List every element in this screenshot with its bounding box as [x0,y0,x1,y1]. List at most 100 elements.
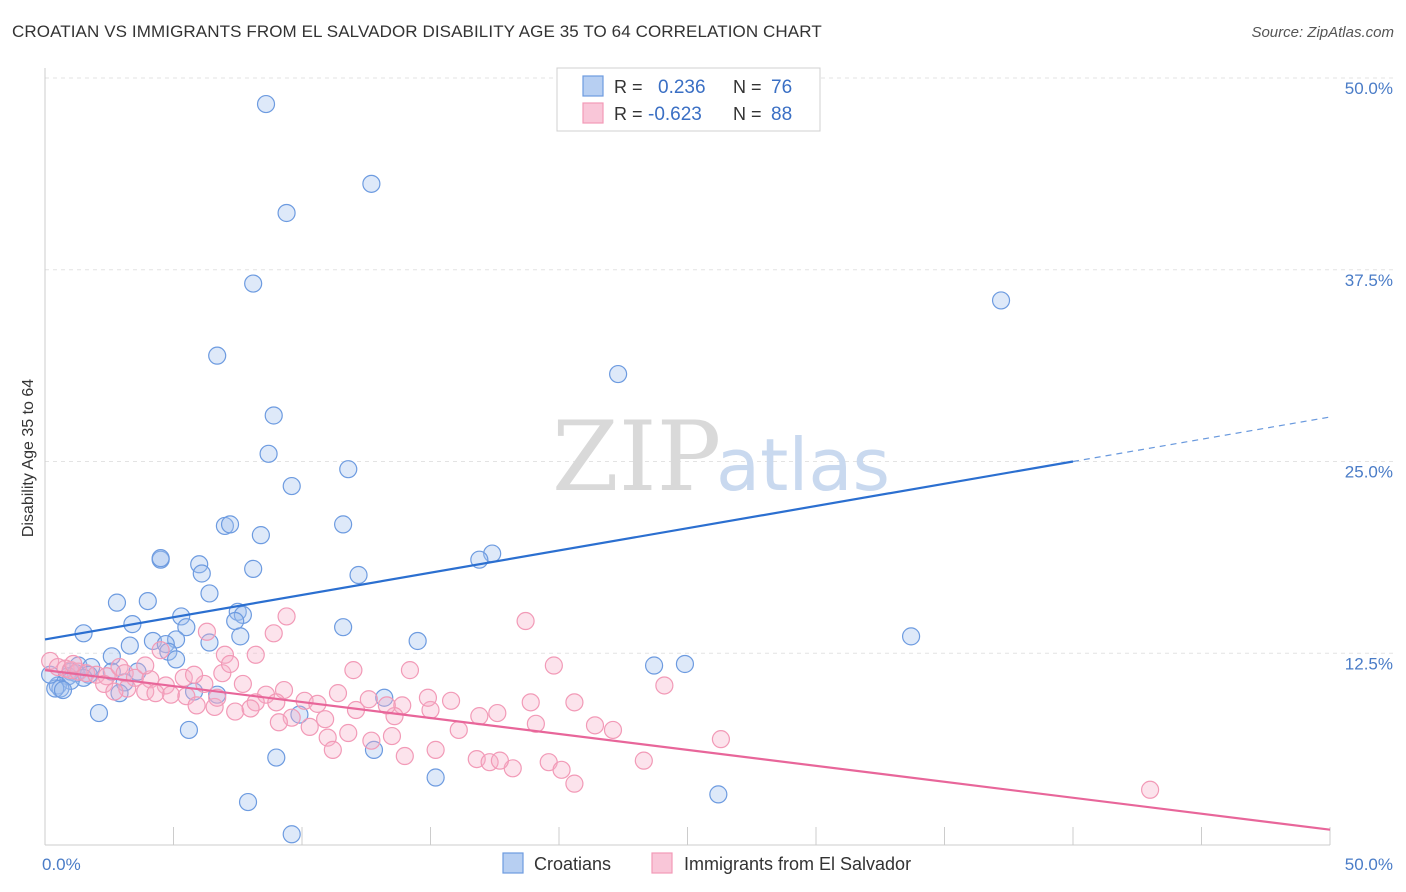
salvador-point-57 [277,607,296,626]
croatian-point-20 [244,559,263,578]
salvador-point-16 [213,664,232,683]
y-tick-label-2: 37.5% [1345,271,1393,290]
source-credit: Source: ZipAtlas.com [1251,24,1394,41]
salvador-point-60 [215,645,234,664]
trend-lines [44,416,1331,831]
salvador-trend-line [44,669,1331,831]
croatian-point-25 [138,591,157,611]
x-tick-label-1: 50.0% [1345,855,1393,874]
bottom-legend-swatch-croatians [502,852,524,874]
salvador-point-65 [400,661,420,680]
salvador-point-42 [362,731,381,750]
salvador-point-15 [195,674,214,694]
salvador-point-35 [226,702,245,721]
salvador-point-39 [300,717,319,736]
salvador-points [41,607,1160,799]
salvador-point-27 [488,703,507,723]
salvador-point-84 [490,751,509,770]
bottom-legend-croatians: Croatians [534,854,611,874]
legend-swatch-salvador [582,102,604,124]
y-tick-label-3: 50.0% [1345,79,1393,98]
y-tick-label-1: 25.0% [1345,463,1393,482]
croatians-points [41,94,1011,844]
legend-r-label-croatians: R = [614,77,643,97]
croatian-point-72 [709,785,728,804]
croatian-point-38 [200,633,219,652]
legend-r-label-salvador: R = [614,104,643,124]
croatian-point-31 [177,618,196,637]
y-axis-label: Disability Age 35 to 64 [20,379,37,537]
chart-title: CROATIAN VS IMMIGRANTS FROM EL SALVADOR … [12,22,822,41]
axes [44,68,1331,846]
salvador-point-43 [382,726,402,746]
salvador-point-58 [197,622,217,641]
legend-swatch-croatians [582,75,604,97]
bottom-legend-salvador: Immigrants from El Salvador [684,854,911,874]
croatian-point-37 [408,631,427,651]
salvador-point-46 [449,720,468,740]
salvador-point-81 [521,693,540,712]
salvador-point-74 [208,688,227,707]
croatian-point-29 [226,611,245,631]
croatians-trend-line [44,460,1074,641]
croatian-point-41 [901,627,921,646]
salvador-point-30 [585,716,605,735]
salvador-point-17 [233,674,252,694]
croatian-point-18 [151,549,170,568]
salvador-point-85 [377,696,396,715]
croatian-point-3 [244,274,263,293]
salvador-point-69 [184,665,204,684]
croatian-point-24 [107,593,127,612]
y-tick-labels: 12.5% 25.0% 37.5% 50.0% [1345,79,1393,673]
legend-r-value-croatians: 0.236 [658,77,706,98]
top-legend: R = 0.236 N = 76 R = -0.623 N = 88 [556,67,821,132]
croatian-point-0 [256,94,276,114]
x-tick-labels: 0.0% 50.0% [42,855,1393,874]
legend-n-value-salvador: 88 [771,104,792,125]
salvador-point-25 [441,691,461,710]
salvador-point-22 [359,690,378,709]
salvador-point-70 [95,674,114,694]
salvador-point-83 [323,740,342,759]
croatian-point-2 [277,203,296,223]
croatian-point-73 [238,792,258,812]
salvador-point-72 [146,684,165,703]
salvador-point-37 [267,693,286,712]
croatian-point-43 [159,642,178,661]
croatian-point-59 [46,679,65,698]
watermark-zip: ZIP [552,401,721,513]
watermark: ZIP atlas [552,401,890,513]
croatian-point-60 [53,680,73,700]
salvador-point-62 [220,654,240,674]
salvador-point-73 [187,696,206,715]
salvador-point-80 [418,688,438,707]
legend-r-value-salvador: -0.623 [648,104,702,125]
salvador-point-44 [395,746,414,766]
croatian-point-14 [334,515,353,534]
salvador-point-10 [64,654,83,674]
croatian-point-74 [282,825,301,844]
croatian-point-21 [192,564,211,583]
croatian-point-7 [264,406,283,425]
salvador-point-66 [544,656,563,675]
salvador-point-21 [328,684,348,703]
salvador-point-87 [105,682,124,701]
salvador-point-53 [634,751,653,770]
salvador-point-61 [151,641,170,660]
salvador-point-76 [269,713,288,732]
salvador-point-55 [1140,780,1160,799]
croatians-trend-extension [1072,416,1331,463]
watermark-atlas: atlas [716,423,890,507]
croatian-point-5 [208,346,227,365]
legend-n-label-salvador: N = [733,104,762,124]
salvador-point-82 [603,720,623,740]
croatian-point-10 [282,476,301,496]
salvador-point-67 [655,676,674,695]
salvador-point-51 [552,760,571,779]
salvador-point-52 [565,774,584,793]
croatian-point-8 [259,444,278,463]
croatian-point-1 [362,174,381,193]
croatian-point-6 [609,364,628,384]
croatian-point-23 [200,584,219,603]
